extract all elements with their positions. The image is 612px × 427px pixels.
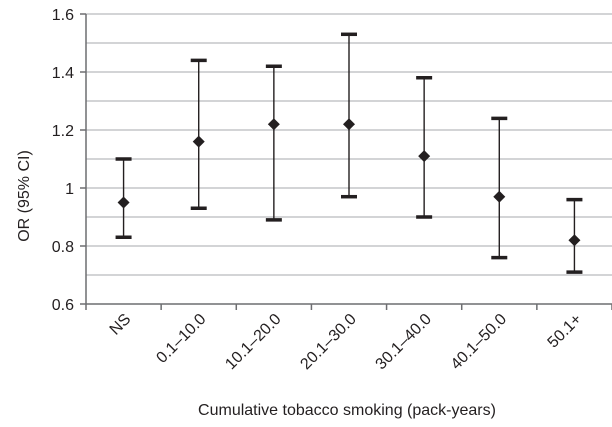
x-tick-label: 10.1–20.0 [222,311,284,373]
data-marks [115,32,583,274]
data-point-1 [115,157,132,240]
x-tick-labels: NS 0.1–10.0 10.1–20.0 20.1–30.0 30.1–40.0 40.… [107,311,586,373]
data-point-4 [341,32,357,199]
data-point-3 [265,64,282,222]
or-marker [343,118,355,131]
y-axis-title: OR (95% CI) [16,150,33,242]
y-tick-label: 1 [65,181,74,198]
or-marker [267,118,280,131]
axes [80,13,612,310]
or-marker [568,234,581,247]
x-tick-label: 20.1–30.0 [297,311,359,373]
data-point-7 [566,197,583,274]
data-point-5 [416,76,433,219]
x-tick-label: 40.1–50.0 [448,311,510,373]
x-axis-title: Cumulative tobacco smoking (pack-years) [198,402,496,419]
x-tick-label: 0.1–10.0 [153,311,209,367]
or-marker [192,135,205,148]
y-tick-label: 0.6 [52,297,74,314]
data-point-2 [190,58,207,211]
x-tick-label: 50.1+ [545,311,586,352]
y-tick-label: 1.4 [52,65,74,82]
y-tick-labels: 0.6 0.8 1 1.2 1.4 1.6 [52,7,74,314]
y-tick-label: 1.2 [52,123,74,140]
x-tick-label: 30.1–40.0 [373,311,435,373]
data-point-6 [491,116,508,260]
y-tick-label: 1.6 [52,7,74,24]
y-tick-label: 0.8 [52,239,74,256]
or-marker [117,196,130,209]
or-marker [418,150,431,163]
or-marker [493,190,506,203]
x-tick-label: NS [107,311,135,339]
